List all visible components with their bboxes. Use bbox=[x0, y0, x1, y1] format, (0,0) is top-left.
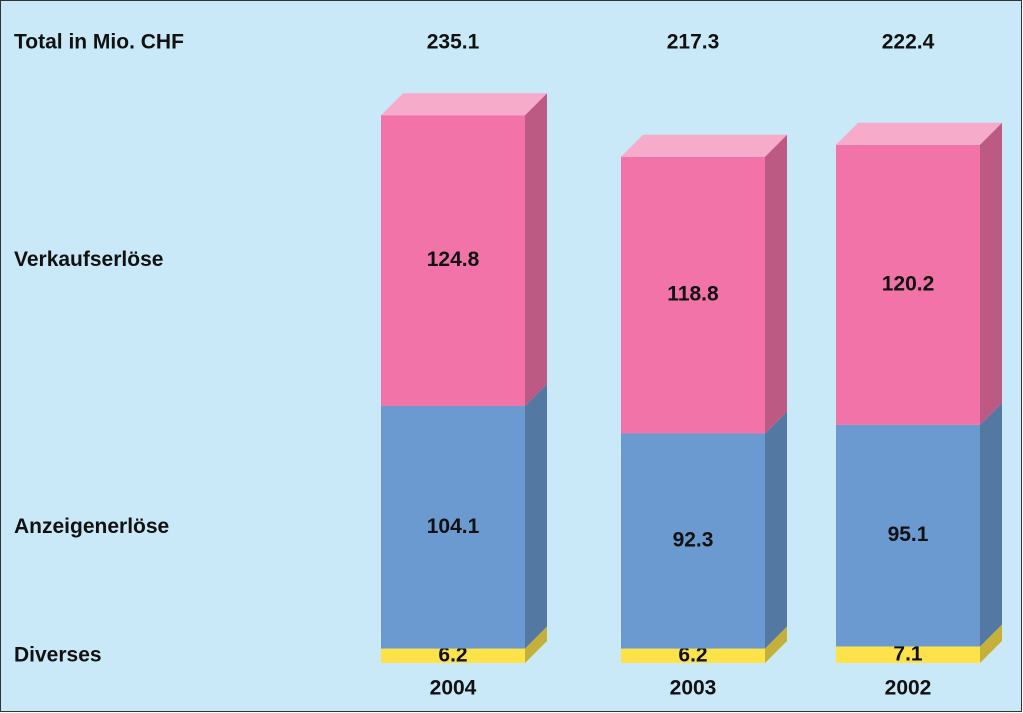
bar-side bbox=[765, 411, 787, 649]
bar bbox=[381, 115, 525, 407]
bar-side bbox=[525, 626, 547, 663]
bar bbox=[381, 648, 525, 663]
value-label: 6.2 bbox=[678, 643, 707, 666]
value-label: 120.2 bbox=[882, 272, 935, 295]
value-label: 95.1 bbox=[888, 523, 929, 546]
value-label: 92.3 bbox=[673, 529, 714, 552]
x-tick-label: 2002 bbox=[885, 677, 932, 700]
bar-side bbox=[765, 626, 787, 663]
legend-label: Verkaufserlöse bbox=[14, 248, 163, 271]
bar-top bbox=[381, 93, 547, 116]
bar-side bbox=[980, 402, 1002, 647]
bar bbox=[836, 646, 980, 663]
value-label: 6.2 bbox=[438, 643, 467, 666]
bar-top bbox=[621, 134, 787, 157]
value-label: 7.1 bbox=[893, 642, 923, 665]
bar-side bbox=[980, 624, 1002, 663]
bar bbox=[621, 156, 765, 434]
total-label: 222.4 bbox=[882, 31, 935, 54]
value-label: 124.8 bbox=[427, 248, 480, 271]
total-label: 235.1 bbox=[427, 31, 480, 54]
bar bbox=[621, 648, 765, 663]
bar-side bbox=[980, 122, 1002, 425]
x-tick-label: 2003 bbox=[670, 677, 717, 700]
bar bbox=[621, 433, 765, 649]
bar bbox=[836, 144, 980, 425]
x-tick-label: 2004 bbox=[430, 677, 477, 700]
bar-side bbox=[525, 93, 547, 407]
legend-label: Anzeigenerlöse bbox=[14, 515, 169, 538]
chart-title: Total in Mio. CHF bbox=[14, 31, 184, 54]
total-label: 217.3 bbox=[667, 31, 720, 54]
bar-top bbox=[836, 122, 1002, 145]
bar bbox=[836, 424, 980, 647]
bar-side bbox=[525, 384, 547, 649]
legend-label: Diverses bbox=[14, 643, 102, 666]
value-label: 104.1 bbox=[427, 515, 480, 538]
bar-side bbox=[765, 134, 787, 434]
value-label: 118.8 bbox=[667, 283, 719, 306]
bar bbox=[381, 406, 525, 649]
